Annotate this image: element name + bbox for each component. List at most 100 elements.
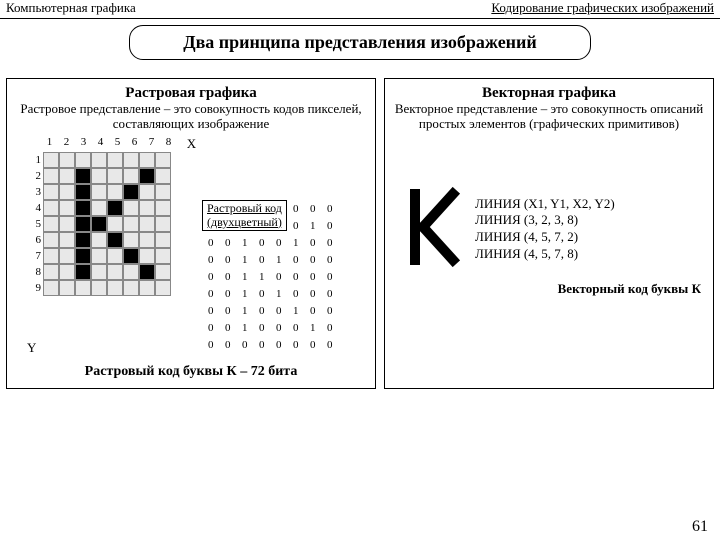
grid-cell [91, 200, 107, 216]
grid-cell [75, 264, 91, 280]
grid-cell [107, 264, 123, 280]
bitcode-line: 0 0 1 1 0 0 0 0 [208, 269, 335, 286]
row-label: 9 [27, 282, 43, 294]
grid-cell [43, 168, 59, 184]
grid-cell [123, 264, 139, 280]
grid-cell [155, 200, 171, 216]
col-label: 4 [92, 136, 109, 152]
grid-cell [59, 264, 75, 280]
raster-caption: Растровый код буквы К – 72 бита [11, 364, 371, 380]
grid-cell [75, 280, 91, 296]
grid-cell [75, 168, 91, 184]
grid-cell [91, 280, 107, 296]
grid-cell [107, 280, 123, 296]
grid-row: 6 [27, 232, 200, 248]
grid-cell [59, 152, 75, 168]
grid-cell [75, 216, 91, 232]
grid-cell [91, 168, 107, 184]
vector-line-spec: ЛИНИЯ (4, 5, 7, 8) [475, 246, 615, 263]
grid-cell [107, 248, 123, 264]
row-label: 1 [27, 154, 43, 166]
grid-cell [43, 232, 59, 248]
grid-row: 3 [27, 184, 200, 200]
bitcode-line: 0 0 1 0 1 0 0 0 [208, 252, 335, 269]
grid-cell [123, 232, 139, 248]
grid-cell [91, 232, 107, 248]
col-label: 1 [41, 136, 58, 152]
bitcode-line: 0 0 1 0 1 0 0 0 [208, 286, 335, 303]
grid-cell [155, 248, 171, 264]
grid-cell [139, 152, 155, 168]
row-label: 6 [27, 234, 43, 246]
main-title: Два принципа представления изображений [129, 25, 591, 60]
raster-code-overlay: Растровый код (двухцветный) [202, 200, 287, 232]
bitcode-line: 0 0 1 0 0 0 1 0 [208, 320, 335, 337]
grid-cell [107, 152, 123, 168]
header-left: Компьютерная графика [6, 0, 136, 16]
raster-col-labels: 12345678X [41, 136, 200, 152]
grid-cell [123, 200, 139, 216]
col-label: 3 [75, 136, 92, 152]
grid-cell [107, 232, 123, 248]
grid-row: 1 [27, 152, 200, 168]
raster-desc: Растровое представление – это совокупнос… [15, 102, 367, 132]
vector-line-spec: ЛИНИЯ (4, 5, 7, 2) [475, 229, 615, 246]
grid-cell [43, 248, 59, 264]
vector-title: Векторная графика [389, 85, 709, 102]
grid-row: 9 [27, 280, 200, 296]
vector-panel: Векторная графика Векторное представлени… [384, 78, 714, 389]
grid-cell [155, 184, 171, 200]
vector-lines: ЛИНИЯ (X1, Y1, X2, Y2)ЛИНИЯ (3, 2, 3, 8)… [475, 196, 615, 264]
grid-cell [155, 152, 171, 168]
grid-row: 4 [27, 200, 200, 216]
grid-cell [123, 248, 139, 264]
grid-cell [155, 264, 171, 280]
grid-cell [123, 152, 139, 168]
row-label: 4 [27, 202, 43, 214]
row-label: 2 [27, 170, 43, 182]
bitcode-line: 0 0 1 0 0 1 0 0 [208, 235, 335, 252]
grid-row: 8 [27, 264, 200, 280]
grid-cell [75, 248, 91, 264]
grid-cell [123, 168, 139, 184]
grid-cell [59, 200, 75, 216]
grid-cell [91, 216, 107, 232]
row-label: 8 [27, 266, 43, 278]
grid-cell [59, 280, 75, 296]
col-label: 8 [160, 136, 177, 152]
grid-cell [139, 264, 155, 280]
grid-cell [43, 280, 59, 296]
grid-cell [155, 280, 171, 296]
col-label: 7 [143, 136, 160, 152]
vector-desc: Векторное представление – это совокупнос… [393, 102, 705, 132]
row-label: 3 [27, 186, 43, 198]
grid-cell [43, 184, 59, 200]
col-label: 5 [109, 136, 126, 152]
grid-cell [107, 216, 123, 232]
vector-caption: Векторный код буквы К [389, 281, 709, 297]
raster-panel: Растровая графика Растровое представлени… [6, 78, 376, 389]
grid-cell [139, 168, 155, 184]
grid-cell [123, 184, 139, 200]
x-axis-label: X [183, 136, 200, 152]
grid-cell [107, 200, 123, 216]
panels-row: Растровая графика Растровое представлени… [6, 78, 714, 389]
bitcode-line: 0 0 0 0 0 0 0 0 [208, 337, 335, 354]
grid-cell [75, 232, 91, 248]
grid-cell [107, 168, 123, 184]
grid-cell [91, 152, 107, 168]
grid-cell [43, 216, 59, 232]
vector-line-spec: ЛИНИЯ (3, 2, 3, 8) [475, 212, 615, 229]
grid-cell [139, 216, 155, 232]
row-label: 5 [27, 218, 43, 230]
grid-cell [59, 232, 75, 248]
grid-cell [75, 152, 91, 168]
grid-row: 5 [27, 216, 200, 232]
grid-cell [139, 280, 155, 296]
raster-bitcodes: Растровый код (двухцветный) 0 0 0 0 0 0 … [208, 150, 335, 354]
row-label: 7 [27, 250, 43, 262]
page-number: 61 [692, 518, 708, 536]
grid-cell [139, 232, 155, 248]
grid-cell [91, 184, 107, 200]
grid-cell [155, 216, 171, 232]
